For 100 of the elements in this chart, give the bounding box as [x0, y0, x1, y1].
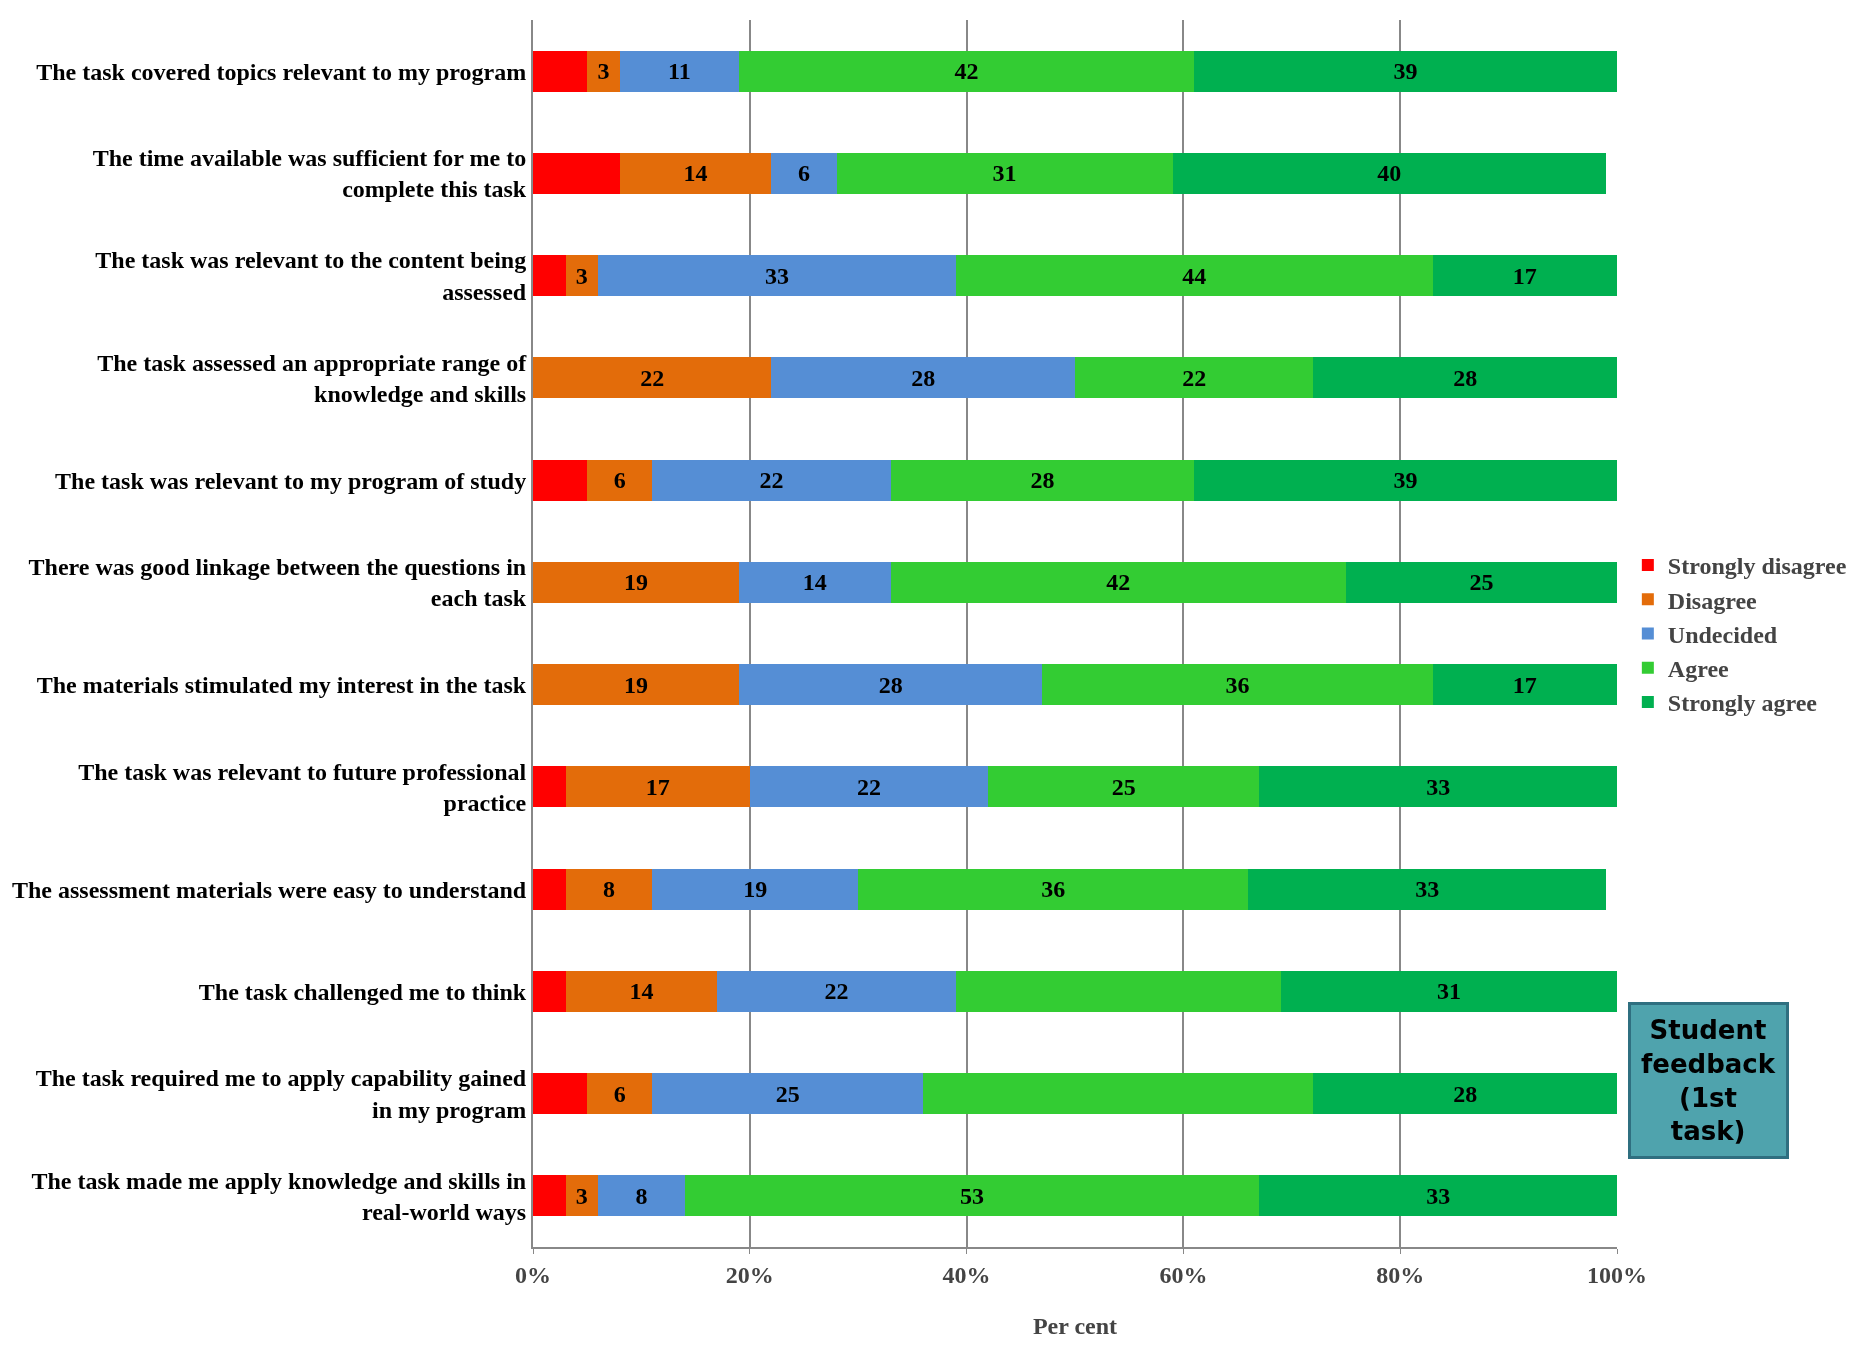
- data-label: 17: [645, 773, 670, 800]
- y-tick-label: The task required me to apply capability gained in my program: [35, 1065, 527, 1123]
- data-label: 3: [575, 262, 588, 289]
- data-label: 39: [1393, 58, 1418, 85]
- data-label: 11: [668, 58, 691, 85]
- legend-label: Strongly agree: [1667, 690, 1818, 717]
- bar: [565, 1175, 599, 1217]
- bar: [749, 766, 989, 808]
- data-label: 40: [1377, 160, 1402, 187]
- bar: [533, 1175, 566, 1217]
- data-label: 22: [759, 467, 784, 494]
- data-label: 14: [683, 160, 708, 187]
- bar: [533, 766, 566, 808]
- bar: [738, 664, 1043, 706]
- bar: [533, 357, 772, 399]
- data-label: 31: [992, 160, 1017, 187]
- bar: [955, 255, 1433, 297]
- data-label: 31: [1436, 978, 1461, 1005]
- bar: [652, 1073, 924, 1115]
- bar: [923, 1073, 1314, 1115]
- bar: [565, 970, 718, 1012]
- data-label: 28: [878, 671, 903, 698]
- bar: [652, 459, 891, 501]
- data-label: 33: [1415, 876, 1440, 903]
- bar: [533, 50, 588, 92]
- data-label: 36: [1041, 876, 1066, 903]
- data-label: 19: [623, 569, 648, 596]
- data-label: 6: [613, 1080, 626, 1107]
- data-label: 19: [743, 876, 768, 903]
- data-label: 22: [857, 773, 882, 800]
- legend-label: Agree: [1667, 656, 1730, 683]
- data-label: 28: [911, 364, 936, 391]
- bar: [890, 459, 1195, 501]
- bar: [858, 868, 1249, 910]
- data-label: 42: [954, 58, 979, 85]
- data-label: 22: [824, 978, 849, 1005]
- bar: [565, 766, 750, 808]
- bar: [1075, 357, 1314, 399]
- data-label: 25: [775, 1080, 800, 1107]
- y-tick-label: The task assessed an appropriate range of knowledge and skills: [97, 349, 528, 407]
- bar: [1172, 152, 1607, 194]
- bar: [771, 357, 1075, 399]
- bar: [533, 561, 739, 603]
- y-tick-label: The task was relevant to my program of study: [55, 467, 527, 494]
- bar: [598, 1175, 685, 1217]
- bar: [1280, 970, 1617, 1012]
- text: Student feedback (1st task): [1641, 1015, 1776, 1147]
- data-label: 19: [623, 671, 648, 698]
- data-label: 3: [597, 58, 610, 85]
- bar: [836, 152, 1173, 194]
- bar: [565, 255, 599, 297]
- bar: [619, 50, 739, 92]
- bar: [738, 50, 1195, 92]
- bar: [1313, 1073, 1617, 1115]
- bar: [1346, 561, 1617, 603]
- bar: [652, 868, 859, 910]
- bar: [1259, 766, 1617, 808]
- bar: [890, 561, 1346, 603]
- data-label: 14: [802, 569, 827, 596]
- data-label: 36: [1225, 671, 1250, 698]
- x-tick-label: 80%: [1376, 1261, 1425, 1288]
- data-label: 8: [635, 1182, 648, 1209]
- data-label: 33: [1426, 1182, 1451, 1209]
- y-tick-label: The time available was sufficient for me to complete this task: [92, 145, 527, 203]
- data-label: 28: [1453, 364, 1478, 391]
- bar: [738, 561, 891, 603]
- bar: [1042, 664, 1433, 706]
- y-tick-label: The assessment materials were easy to understand: [12, 876, 527, 903]
- bar: [1432, 664, 1617, 706]
- data-label: 33: [764, 262, 789, 289]
- bar: [565, 868, 653, 910]
- x-axis-title: Per cent: [1032, 1312, 1118, 1339]
- data-label: 14: [629, 978, 654, 1005]
- y-tick-label: The task challenged me to think: [198, 978, 527, 1005]
- y-tick-label: The materials stimulated my interest in the task: [36, 672, 527, 699]
- bar: [587, 50, 620, 92]
- data-label: 6: [798, 160, 810, 187]
- y-tick-label: The task made me apply knowledge and skills in real-world ways: [31, 1167, 527, 1225]
- x-tick-label: 20%: [725, 1261, 774, 1288]
- bar: [1194, 459, 1617, 501]
- data-label: 17: [1512, 262, 1537, 289]
- bar: [1259, 1175, 1617, 1217]
- bar: [533, 664, 739, 706]
- bar: [533, 1073, 588, 1115]
- bar: [533, 970, 566, 1012]
- legend-label: Strongly disagree: [1667, 553, 1847, 580]
- bar: [1194, 50, 1617, 92]
- x-tick-label: 100%: [1587, 1261, 1647, 1288]
- bar: [717, 970, 956, 1012]
- data-label: 28: [1453, 1080, 1478, 1107]
- bar: [587, 459, 653, 501]
- data-label: 44: [1182, 262, 1207, 289]
- y-tick-label: The task covered topics relevant to my program: [36, 58, 527, 85]
- bar: [533, 868, 566, 910]
- data-label: 22: [1182, 364, 1207, 391]
- bar: [587, 1073, 653, 1115]
- data-label: 28: [1030, 467, 1055, 494]
- bar: [533, 459, 588, 501]
- y-tick-label: The task was relevant to the content being assessed: [95, 247, 527, 305]
- x-tick-label: 60%: [1159, 1261, 1208, 1288]
